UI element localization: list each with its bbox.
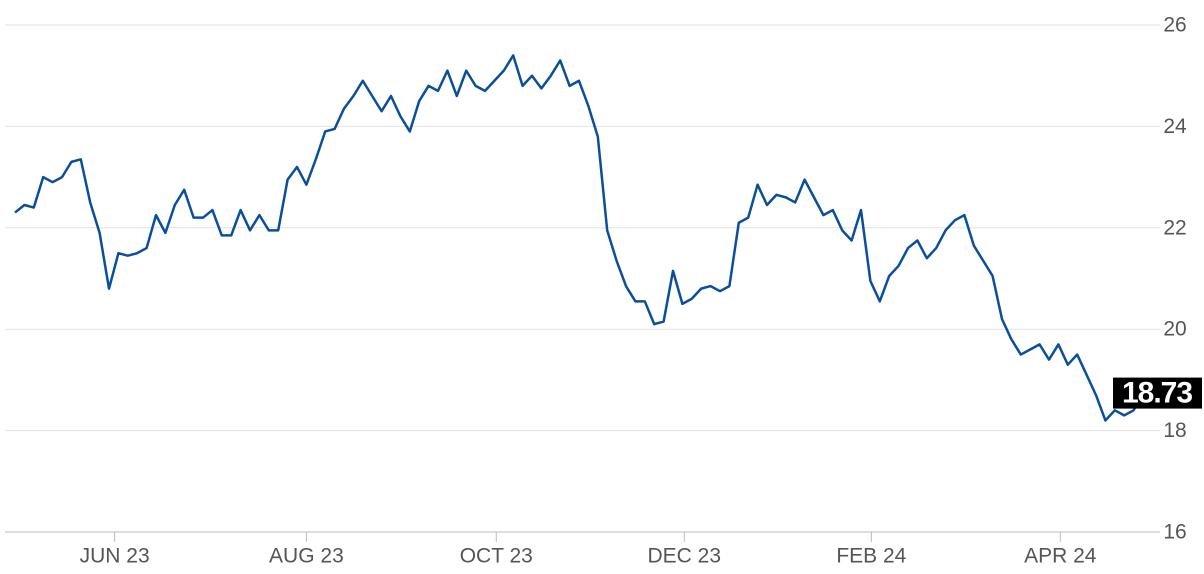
- last-price-box: [1113, 377, 1202, 409]
- price-line: [14, 54, 1145, 422]
- x-tick-label: FEB 24: [836, 545, 906, 568]
- x-tick-label: OCT 23: [460, 545, 533, 568]
- y-tick-label: 18: [1163, 419, 1186, 442]
- y-tick-label: 20: [1163, 318, 1186, 341]
- y-tick-label: 16: [1163, 521, 1186, 544]
- x-tick-label: JUN 23: [80, 545, 150, 568]
- x-tick-label: DEC 23: [648, 545, 722, 568]
- y-tick-label: 26: [1163, 14, 1186, 37]
- last-price-label: 18.73: [1122, 377, 1192, 410]
- x-tick-label: AUG 23: [269, 545, 344, 568]
- x-tick-label: APR 24: [1024, 545, 1097, 568]
- y-tick-label: 22: [1163, 216, 1186, 239]
- y-tick-label: 24: [1163, 115, 1187, 138]
